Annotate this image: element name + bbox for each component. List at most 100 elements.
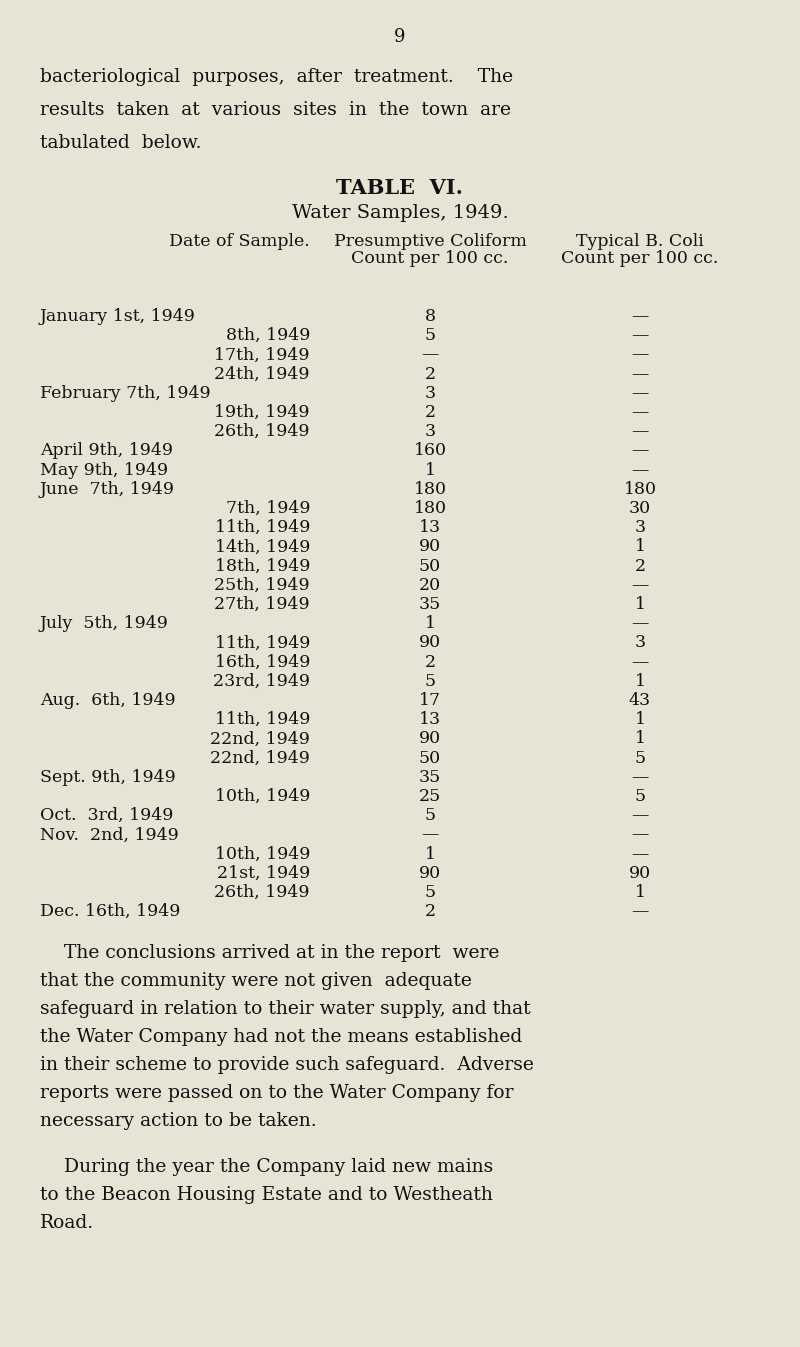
- Text: 90: 90: [419, 730, 441, 748]
- Text: 11th, 1949: 11th, 1949: [214, 519, 310, 536]
- Text: TABLE  VI.: TABLE VI.: [337, 178, 463, 198]
- Text: 8: 8: [425, 308, 435, 325]
- Text: During the year the Company laid new mains: During the year the Company laid new mai…: [40, 1158, 494, 1176]
- Text: 9: 9: [394, 28, 406, 46]
- Text: —: —: [631, 769, 649, 785]
- Text: 1: 1: [634, 595, 646, 613]
- Text: reports were passed on to the Water Company for: reports were passed on to the Water Comp…: [40, 1084, 514, 1102]
- Text: 27th, 1949: 27th, 1949: [214, 595, 310, 613]
- Text: —: —: [631, 653, 649, 671]
- Text: 5: 5: [425, 672, 435, 690]
- Text: Oct.  3rd, 1949: Oct. 3rd, 1949: [40, 807, 174, 824]
- Text: 11th, 1949: 11th, 1949: [214, 711, 310, 729]
- Text: 90: 90: [629, 865, 651, 882]
- Text: 17th, 1949: 17th, 1949: [214, 346, 310, 364]
- Text: in their scheme to provide such safeguard.  Adverse: in their scheme to provide such safeguar…: [40, 1056, 534, 1075]
- Text: 5: 5: [425, 327, 435, 345]
- Text: 43: 43: [629, 692, 651, 709]
- Text: 35: 35: [419, 595, 441, 613]
- Text: safeguard in relation to their water supply, and that: safeguard in relation to their water sup…: [40, 1001, 530, 1018]
- Text: 5: 5: [634, 788, 646, 806]
- Text: the Water Company had not the means established: the Water Company had not the means esta…: [40, 1028, 522, 1047]
- Text: Typical B. Coli: Typical B. Coli: [576, 233, 704, 251]
- Text: 19th, 1949: 19th, 1949: [214, 404, 310, 422]
- Text: to the Beacon Housing Estate and to Westheath: to the Beacon Housing Estate and to West…: [40, 1187, 493, 1204]
- Text: necessary action to be taken.: necessary action to be taken.: [40, 1113, 317, 1130]
- Text: May 9th, 1949: May 9th, 1949: [40, 462, 168, 478]
- Text: 25: 25: [419, 788, 441, 806]
- Text: —: —: [631, 577, 649, 594]
- Text: 160: 160: [414, 442, 446, 459]
- Text: 1: 1: [634, 672, 646, 690]
- Text: 13: 13: [419, 519, 441, 536]
- Text: 11th, 1949: 11th, 1949: [214, 634, 310, 652]
- Text: 1: 1: [425, 462, 435, 478]
- Text: —: —: [631, 423, 649, 440]
- Text: 35: 35: [419, 769, 441, 785]
- Text: 8th, 1949: 8th, 1949: [226, 327, 310, 345]
- Text: —: —: [631, 904, 649, 920]
- Text: Presumptive Coliform: Presumptive Coliform: [334, 233, 526, 251]
- Text: 24th, 1949: 24th, 1949: [214, 365, 310, 383]
- Text: that the community were not given  adequate: that the community were not given adequa…: [40, 973, 472, 990]
- Text: tabulated  below.: tabulated below.: [40, 133, 202, 152]
- Text: —: —: [631, 385, 649, 401]
- Text: —: —: [422, 346, 438, 364]
- Text: —: —: [631, 846, 649, 862]
- Text: —: —: [631, 827, 649, 843]
- Text: 1: 1: [425, 846, 435, 862]
- Text: Count per 100 cc.: Count per 100 cc.: [351, 251, 509, 267]
- Text: —: —: [631, 462, 649, 478]
- Text: 2: 2: [425, 904, 435, 920]
- Text: —: —: [631, 807, 649, 824]
- Text: 180: 180: [414, 500, 446, 517]
- Text: April 9th, 1949: April 9th, 1949: [40, 442, 173, 459]
- Text: Water Samples, 1949.: Water Samples, 1949.: [292, 203, 508, 222]
- Text: Date of Sample.: Date of Sample.: [170, 233, 310, 251]
- Text: 2: 2: [425, 653, 435, 671]
- Text: 3: 3: [425, 423, 435, 440]
- Text: 5: 5: [634, 749, 646, 766]
- Text: Nov.  2nd, 1949: Nov. 2nd, 1949: [40, 827, 178, 843]
- Text: 180: 180: [414, 481, 446, 498]
- Text: 90: 90: [419, 865, 441, 882]
- Text: 5: 5: [425, 884, 435, 901]
- Text: 17: 17: [419, 692, 441, 709]
- Text: 1: 1: [634, 711, 646, 729]
- Text: 23rd, 1949: 23rd, 1949: [213, 672, 310, 690]
- Text: 18th, 1949: 18th, 1949: [214, 558, 310, 575]
- Text: July  5th, 1949: July 5th, 1949: [40, 616, 169, 632]
- Text: 14th, 1949: 14th, 1949: [214, 539, 310, 555]
- Text: February 7th, 1949: February 7th, 1949: [40, 385, 210, 401]
- Text: —: —: [631, 404, 649, 422]
- Text: 26th, 1949: 26th, 1949: [214, 884, 310, 901]
- Text: 22nd, 1949: 22nd, 1949: [210, 749, 310, 766]
- Text: 50: 50: [419, 558, 441, 575]
- Text: Road.: Road.: [40, 1215, 94, 1233]
- Text: 1: 1: [634, 539, 646, 555]
- Text: 2: 2: [425, 404, 435, 422]
- Text: 21st, 1949: 21st, 1949: [217, 865, 310, 882]
- Text: —: —: [631, 442, 649, 459]
- Text: 90: 90: [419, 539, 441, 555]
- Text: 30: 30: [629, 500, 651, 517]
- Text: The conclusions arrived at in the report  were: The conclusions arrived at in the report…: [40, 944, 499, 962]
- Text: 1: 1: [634, 730, 646, 748]
- Text: 1: 1: [634, 884, 646, 901]
- Text: bacteriological  purposes,  after  treatment.    The: bacteriological purposes, after treatmen…: [40, 67, 513, 86]
- Text: Sept. 9th, 1949: Sept. 9th, 1949: [40, 769, 176, 785]
- Text: Aug.  6th, 1949: Aug. 6th, 1949: [40, 692, 176, 709]
- Text: 2: 2: [634, 558, 646, 575]
- Text: June  7th, 1949: June 7th, 1949: [40, 481, 175, 498]
- Text: 13: 13: [419, 711, 441, 729]
- Text: 5: 5: [425, 807, 435, 824]
- Text: 3: 3: [634, 634, 646, 652]
- Text: 16th, 1949: 16th, 1949: [214, 653, 310, 671]
- Text: 10th, 1949: 10th, 1949: [214, 846, 310, 862]
- Text: 3: 3: [634, 519, 646, 536]
- Text: 22nd, 1949: 22nd, 1949: [210, 730, 310, 748]
- Text: —: —: [631, 365, 649, 383]
- Text: results  taken  at  various  sites  in  the  town  are: results taken at various sites in the to…: [40, 101, 511, 119]
- Text: 2: 2: [425, 365, 435, 383]
- Text: 10th, 1949: 10th, 1949: [214, 788, 310, 806]
